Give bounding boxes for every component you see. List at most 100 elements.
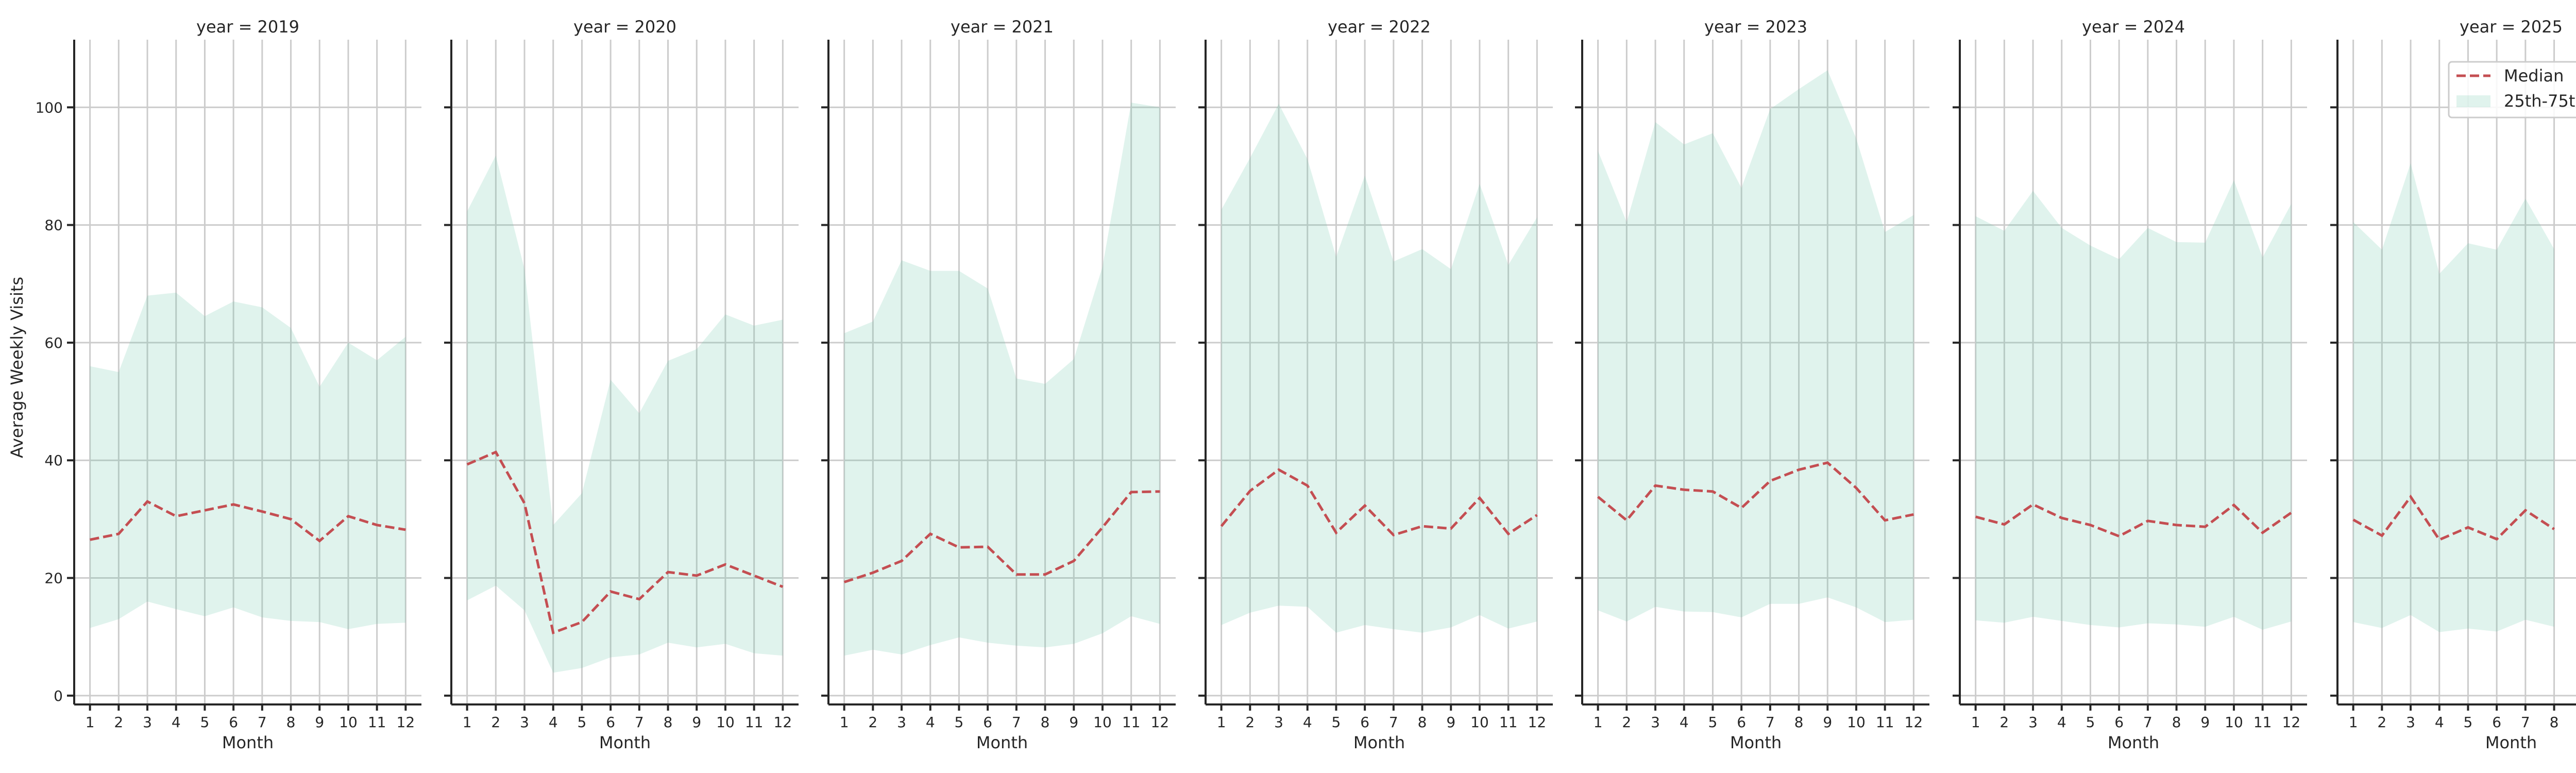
x-tick-label: 7 xyxy=(2521,714,2530,731)
x-tick-label: 12 xyxy=(1151,714,1170,731)
x-tick-label: 12 xyxy=(774,714,792,731)
percentile-band xyxy=(2353,163,2554,632)
x-tick-label: 3 xyxy=(1274,714,1283,731)
x-tick-label: 11 xyxy=(1122,714,1141,731)
x-tick-label: 2 xyxy=(2377,714,2386,731)
x-tick-label: 9 xyxy=(2200,714,2210,731)
x-tick-label: 5 xyxy=(200,714,210,731)
x-tick-label: 1 xyxy=(1971,714,1980,731)
x-tick-label: 2 xyxy=(114,714,123,731)
x-tick-label: 12 xyxy=(2282,714,2301,731)
x-tick-label: 4 xyxy=(1303,714,1312,731)
x-tick-label: 12 xyxy=(1528,714,1547,731)
x-tick-label: 10 xyxy=(1093,714,1112,731)
facet-title: year = 2024 xyxy=(2082,17,2185,37)
x-tick-label: 3 xyxy=(1651,714,1660,731)
x-tick-label: 7 xyxy=(258,714,267,731)
y-tick-label: 0 xyxy=(54,687,63,704)
x-tick-label: 10 xyxy=(716,714,735,731)
x-tick-label: 5 xyxy=(1708,714,1718,731)
x-tick-label: 5 xyxy=(578,714,587,731)
x-tick-label: 5 xyxy=(2086,714,2095,731)
x-tick-label: 1 xyxy=(1217,714,1226,731)
legend-band-swatch xyxy=(2456,95,2490,107)
x-tick-label: 1 xyxy=(463,714,472,731)
median-line xyxy=(90,500,406,543)
x-axis-label: Month xyxy=(222,733,274,752)
x-tick-label: 3 xyxy=(897,714,906,731)
x-tick-label: 5 xyxy=(2464,714,2473,731)
x-tick-label: 6 xyxy=(1737,714,1746,731)
x-tick-label: 4 xyxy=(926,714,935,731)
x-tick-label: 2 xyxy=(1245,714,1255,731)
x-tick-label: 8 xyxy=(1418,714,1427,731)
facet-title: year = 2023 xyxy=(1704,17,1807,37)
y-tick-label: 20 xyxy=(44,570,63,587)
x-tick-label: 7 xyxy=(2143,714,2153,731)
x-tick-label: 10 xyxy=(1470,714,1489,731)
x-tick-label: 1 xyxy=(86,714,95,731)
x-tick-label: 10 xyxy=(2225,714,2243,731)
x-tick-label: 11 xyxy=(368,714,386,731)
x-tick-label: 6 xyxy=(606,714,615,731)
percentile-band xyxy=(844,103,1160,656)
legend-label-median: Median xyxy=(2504,66,2564,86)
legend-label-band: 25th-75th Percentile xyxy=(2504,91,2576,111)
x-tick-label: 11 xyxy=(2253,714,2272,731)
x-tick-label: 3 xyxy=(143,714,152,731)
x-tick-label: 1 xyxy=(1594,714,1603,731)
y-axis-label: Average Weekly Visits xyxy=(7,277,27,458)
x-tick-label: 2 xyxy=(491,714,500,731)
x-tick-label: 4 xyxy=(549,714,558,731)
x-tick-label: 6 xyxy=(2114,714,2124,731)
legend-frame xyxy=(2448,61,2576,119)
x-tick-label: 11 xyxy=(745,714,764,731)
x-tick-label: 4 xyxy=(2435,714,2444,731)
x-tick-label: 4 xyxy=(1680,714,1689,731)
median-line xyxy=(1597,461,1914,523)
facet-title: year = 2025 xyxy=(2460,17,2563,37)
percentile-band xyxy=(467,155,783,673)
x-tick-label: 3 xyxy=(2406,714,2415,731)
percentile-band xyxy=(1221,104,1537,633)
x-tick-label: 10 xyxy=(339,714,358,731)
x-axis-label: Month xyxy=(2485,733,2537,752)
x-tick-label: 2 xyxy=(868,714,877,731)
median-line xyxy=(466,450,784,635)
x-axis-label: Month xyxy=(976,733,1028,752)
x-tick-label: 9 xyxy=(1823,714,1832,731)
x-tick-label: 2 xyxy=(1999,714,2009,731)
x-axis-label: Month xyxy=(2108,733,2159,752)
x-tick-label: 11 xyxy=(1876,714,1894,731)
x-tick-label: 3 xyxy=(2028,714,2038,731)
median-line xyxy=(843,490,1160,583)
median-line xyxy=(1220,468,1538,537)
x-tick-label: 8 xyxy=(286,714,296,731)
percentile-band xyxy=(90,292,406,629)
x-axis-label: Month xyxy=(599,733,651,752)
facet-title: year = 2022 xyxy=(1328,17,1431,37)
x-tick-label: 11 xyxy=(1499,714,1518,731)
percentile-band xyxy=(1598,70,1914,623)
x-tick-label: 12 xyxy=(397,714,415,731)
x-tick-label: 6 xyxy=(1360,714,1369,731)
x-tick-label: 3 xyxy=(520,714,529,731)
x-axis-label: Month xyxy=(1353,733,1405,752)
facet-title: year = 2020 xyxy=(573,17,676,37)
y-tick-label: 60 xyxy=(44,334,63,351)
x-tick-label: 6 xyxy=(229,714,238,731)
median-line xyxy=(2352,494,2555,542)
y-tick-label: 40 xyxy=(44,452,63,469)
x-tick-label: 4 xyxy=(172,714,181,731)
median-line xyxy=(1975,502,2292,538)
x-tick-label: 1 xyxy=(2349,714,2358,731)
x-tick-label: 9 xyxy=(1446,714,1455,731)
